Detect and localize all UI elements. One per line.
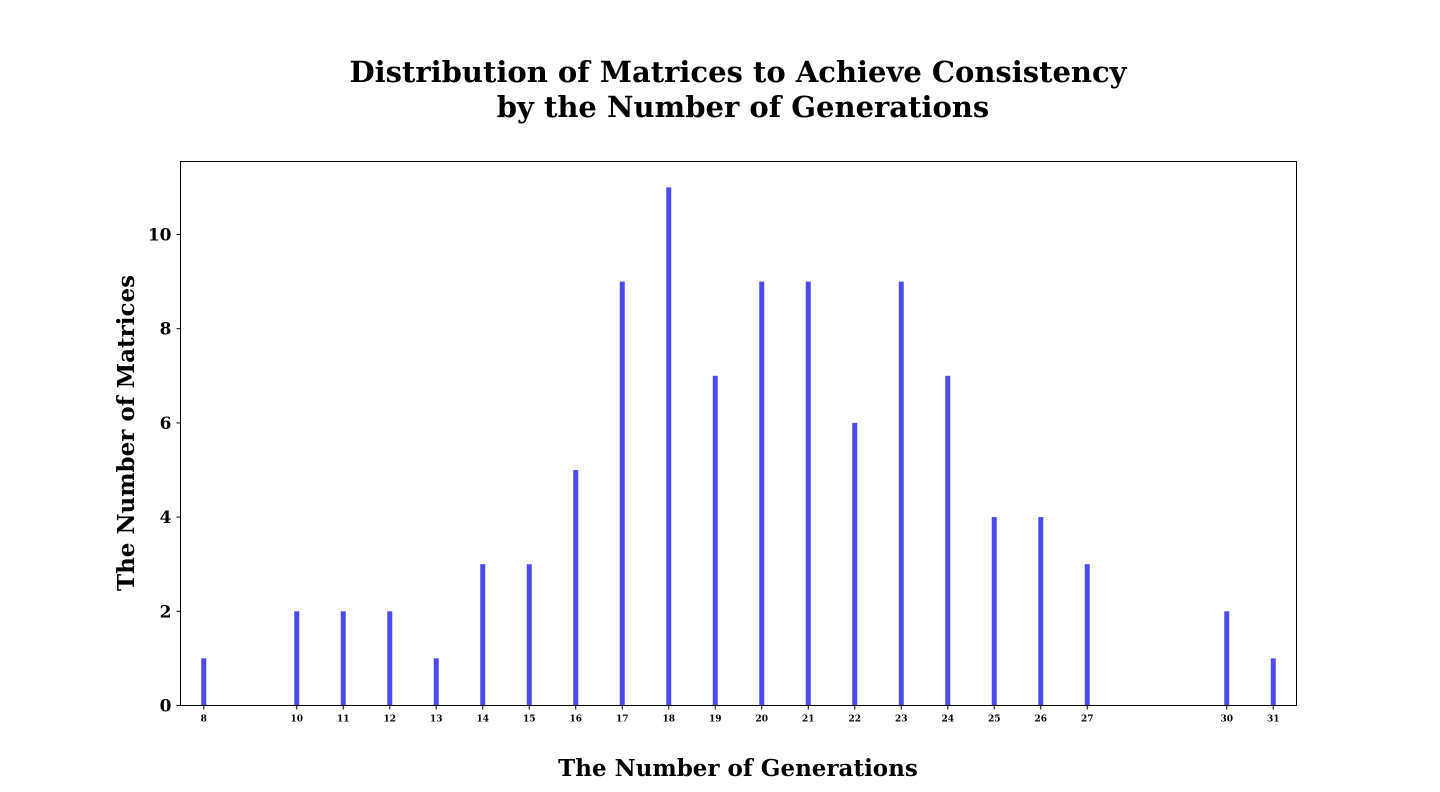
- x-tick-label-13: 13: [430, 715, 443, 725]
- x-tick-label-20: 20: [755, 715, 768, 725]
- bar-16: [573, 470, 579, 706]
- x-axis-label: The Number of Generations: [558, 755, 918, 782]
- plot-frame: [180, 161, 1297, 706]
- x-axis: 8 10 11 12 13 14 15 16 17 18 19 20 21 22 23 24 25 26 27 30 3…: [201, 705, 1280, 725]
- x-tick-label-26: 26: [1034, 715, 1047, 725]
- x-tick-label-24: 24: [941, 715, 954, 725]
- bar-20: [759, 281, 765, 706]
- bar-17: [619, 281, 625, 706]
- x-tick-label-21: 21: [802, 715, 815, 725]
- bar-24: [945, 375, 951, 706]
- x-tick-label-11: 11: [337, 715, 350, 725]
- x-tick-label-22: 22: [848, 715, 861, 725]
- x-tick-label-14: 14: [476, 715, 489, 725]
- y-axis: 0 2 4 6 8 10: [148, 226, 181, 717]
- x-tick-label-16: 16: [569, 715, 582, 725]
- bar-18: [666, 187, 672, 706]
- x-tick-label-19: 19: [709, 715, 722, 725]
- bar-15: [526, 564, 532, 706]
- bar-23: [898, 281, 904, 706]
- bar-11: [340, 611, 346, 706]
- y-tick-label-10: 10: [148, 226, 172, 246]
- y-tick-label-8: 8: [160, 320, 172, 340]
- x-tick-label-18: 18: [662, 715, 675, 725]
- chart-title-line-1: Distribution of Matrices to Achieve Cons…: [349, 55, 1127, 89]
- x-tick-label-27: 27: [1081, 715, 1094, 725]
- x-tick-label-23: 23: [895, 715, 908, 725]
- x-tick-label-8: 8: [201, 715, 207, 725]
- y-tick-label-0: 0: [160, 697, 172, 717]
- x-tick-label-10: 10: [290, 715, 303, 725]
- chart-title-line-2: by the Number of Generations: [497, 90, 990, 124]
- bar-30: [1224, 611, 1230, 706]
- x-tick-label-17: 17: [616, 715, 629, 725]
- x-tick-label-25: 25: [988, 715, 1001, 725]
- y-axis-label: The Number of Matrices: [113, 275, 140, 591]
- x-tick-label-31: 31: [1267, 715, 1280, 725]
- bar-13: [433, 658, 439, 706]
- bar-21: [805, 281, 811, 706]
- bar-27: [1084, 564, 1090, 706]
- bar-25: [991, 517, 997, 706]
- x-tick-label-12: 12: [383, 715, 396, 725]
- x-tick-label-15: 15: [523, 715, 536, 725]
- bar-26: [1038, 517, 1044, 706]
- y-tick-label-6: 6: [160, 414, 172, 434]
- y-tick-label-2: 2: [160, 602, 172, 622]
- bar-12: [387, 611, 393, 706]
- bar-22: [852, 422, 858, 706]
- x-tick-label-30: 30: [1220, 715, 1233, 725]
- bar-8: [201, 658, 207, 706]
- bar-19: [712, 375, 718, 706]
- bar-14: [480, 564, 486, 706]
- bar-series: [201, 187, 1276, 706]
- y-tick-label-4: 4: [160, 508, 172, 528]
- bar-31: [1270, 658, 1276, 706]
- bar-10: [294, 611, 300, 706]
